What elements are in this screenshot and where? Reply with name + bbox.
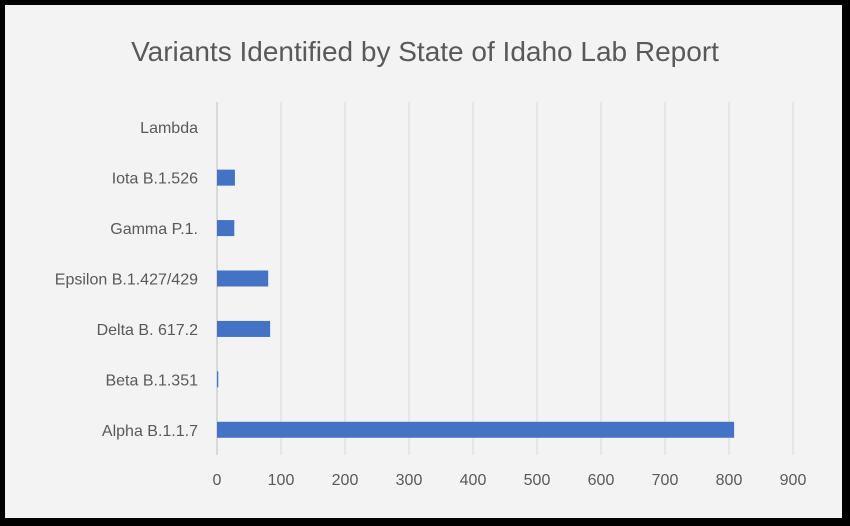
category-label: Epsilon B.1.427/429 (55, 272, 198, 289)
bar (217, 371, 219, 388)
bar (217, 421, 735, 438)
category-label: Lambda (140, 120, 198, 137)
chart-title: Variants Identified by State of Idaho La… (131, 36, 719, 67)
category-label: Beta B.1.351 (105, 372, 198, 389)
category-label: Delta B. 617.2 (97, 322, 199, 339)
bar (217, 220, 235, 237)
x-tick-label: 0 (213, 472, 222, 489)
x-tick-label: 800 (716, 472, 743, 489)
x-tick-label: 200 (332, 472, 359, 489)
x-tick-label: 300 (396, 472, 423, 489)
category-label: Alpha B.1.1.7 (102, 423, 198, 440)
category-label: Iota B.1.526 (112, 171, 198, 188)
x-tick-label: 900 (780, 472, 807, 489)
bar (217, 320, 271, 337)
x-tick-label: 100 (268, 472, 295, 489)
x-tick-label: 400 (460, 472, 487, 489)
x-tick-label: 700 (652, 472, 679, 489)
bar (217, 169, 235, 186)
x-tick-label: 600 (588, 472, 615, 489)
bar (217, 270, 269, 287)
category-label: Gamma P.1. (110, 221, 198, 238)
x-tick-label: 500 (524, 472, 551, 489)
